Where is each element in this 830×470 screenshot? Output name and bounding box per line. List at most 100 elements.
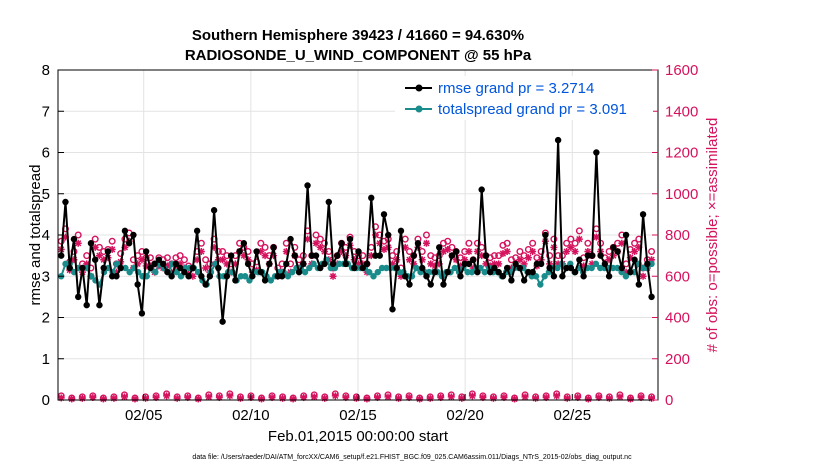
obs-possible-point — [584, 239, 592, 247]
obs-possible-point — [163, 254, 171, 262]
rmse-series-point — [436, 244, 443, 251]
totalspread-series-point — [301, 268, 309, 276]
rmse-series-point — [181, 268, 188, 276]
obs-possible-point — [563, 239, 571, 247]
rmse-series-point — [567, 264, 575, 272]
totalspread-series-point — [537, 281, 544, 288]
y-right-tick-label: 1600 — [665, 62, 698, 79]
obs-assimilated-stroke — [304, 235, 311, 243]
obs-assimilated-bottom-point — [648, 394, 656, 402]
obs-assimilated-stroke — [529, 248, 536, 255]
obs-assimilated-bottom-point — [489, 394, 497, 402]
rmse-series-point — [278, 273, 286, 280]
obs-possible-point — [592, 225, 600, 233]
y-right-tick-label: 200 — [665, 351, 690, 368]
rmse-series-point — [96, 301, 103, 309]
rmse-series-point — [325, 198, 332, 206]
obs-assimilated-stroke — [96, 252, 103, 259]
obs-assimilated-stroke — [465, 248, 473, 255]
rmse-series-point — [648, 293, 655, 301]
rmse-series-point — [159, 260, 167, 268]
rmse-series-point — [644, 260, 651, 268]
obs-assimilated-stroke — [268, 394, 276, 401]
rmse-series-point — [419, 264, 426, 272]
rmse-series-point — [537, 260, 545, 268]
obs-assimilated-stroke — [184, 394, 191, 401]
obs-assimilated-bottom-point — [584, 395, 592, 403]
obs-assimilated-stroke — [223, 260, 230, 268]
y-left-tick-label: 2 — [42, 310, 50, 327]
totalspread-series-point — [289, 268, 296, 276]
rmse-series-point — [151, 260, 158, 268]
rmse-series-point — [474, 268, 481, 276]
totalspread-series-point — [310, 260, 317, 268]
y-axis-right-label: # of obs: o=possible; ×=assimilated — [704, 118, 721, 353]
rmse-series-point — [172, 260, 180, 268]
obs-assimilated-stroke — [374, 394, 381, 401]
rmse-series-point — [113, 273, 120, 280]
obs-assimilated-stroke — [576, 235, 583, 243]
totalspread-series-point — [113, 260, 121, 268]
obs-assimilated-stroke — [593, 233, 600, 241]
obs-assimilated-point — [329, 272, 337, 280]
obs-possible-point — [117, 250, 125, 258]
y-right-tick-label: 600 — [665, 268, 690, 285]
obs-assimilated-stroke — [384, 393, 392, 401]
totalspread-series-point — [152, 268, 159, 276]
rmse-series-point — [610, 244, 617, 251]
obs-assimilated-stroke — [511, 395, 518, 403]
obs-possible-point — [321, 239, 329, 247]
rmse-series-point — [121, 227, 129, 235]
x-tick-label: 02/10 — [232, 407, 270, 424]
obs-assimilated-stroke — [75, 240, 82, 247]
rmse-series-point — [597, 252, 604, 259]
totalspread-series-point — [241, 273, 249, 280]
obs-assimilated-point — [571, 248, 579, 255]
y-left-tick-label: 3 — [42, 268, 50, 285]
rmse-series-point — [202, 281, 209, 288]
rmse-series-point — [601, 260, 609, 268]
totalspread-series-point — [126, 268, 133, 276]
obs-assimilated-stroke — [553, 392, 560, 400]
obs-assimilated-stroke — [405, 394, 413, 401]
rmse-series-point — [368, 194, 375, 202]
rmse-series-point — [631, 256, 638, 263]
rmse-series-point — [491, 264, 498, 272]
obs-assimilated-stroke — [317, 244, 324, 251]
totalspread-series-point — [622, 273, 630, 280]
data-file-footnote: data file: /Users/raeder/DAI/ATM_forcXX/… — [192, 454, 632, 461]
y-left-tick-label: 0 — [42, 392, 50, 409]
obs-assimilated-stroke — [68, 395, 75, 403]
obs-assimilated-stroke — [437, 394, 444, 401]
obs-assimilated-stroke — [202, 264, 209, 272]
rmse-series-point — [402, 273, 409, 280]
legend-box — [395, 76, 653, 120]
rmse-series-point — [593, 149, 600, 156]
obs-possible-point — [473, 239, 481, 247]
rmse-series-point — [100, 264, 107, 272]
rmse-series-point — [193, 227, 201, 235]
rmse-series-point — [393, 264, 400, 272]
obs-possible-point — [261, 243, 269, 251]
obs-possible-point — [219, 247, 227, 255]
obs-assimilated-bottom-point — [78, 394, 86, 402]
totalspread-series-point — [468, 268, 476, 276]
obs-assimilated-bottom-point — [131, 395, 139, 403]
x-tick-label: 02/20 — [446, 407, 484, 424]
y-left-tick-label: 4 — [42, 227, 50, 244]
obs-assimilated-stroke — [311, 393, 318, 401]
rmse-series-point — [58, 252, 65, 259]
obs-assimilated-stroke — [152, 394, 160, 401]
grid-lines — [58, 70, 658, 400]
totalspread-series-point — [284, 273, 292, 280]
obs-assimilated-stroke — [444, 246, 451, 253]
obs-possible-point — [83, 252, 91, 260]
obs-assimilated-stroke — [516, 256, 524, 263]
obs-assimilated-stroke — [500, 394, 508, 401]
rmse-series-point — [232, 277, 239, 284]
rmse-series-point — [580, 273, 587, 280]
rmse-series-point — [244, 260, 252, 268]
obs-assimilated-bottom-point — [279, 394, 287, 402]
y-right-tick-label: 1400 — [665, 103, 698, 120]
